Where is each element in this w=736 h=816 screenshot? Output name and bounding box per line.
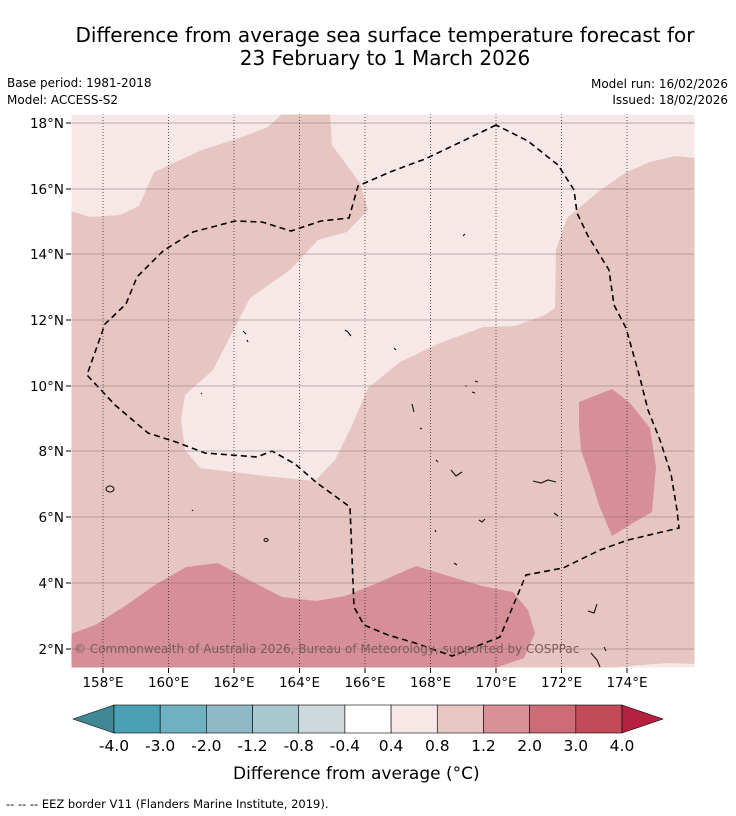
colorbar-tick-label: -4.0 (98, 737, 130, 755)
island (393, 347, 397, 351)
island (471, 391, 476, 394)
island (263, 537, 269, 543)
eez-border (86, 124, 680, 657)
eez-legend-footer: -- -- -- EEZ border V11 (Flanders Marine… (6, 797, 329, 811)
longitude-label: 174°E (606, 675, 647, 691)
longitude-label: 172°E (541, 675, 582, 691)
issued-text: Issued: 18/02/2026 (612, 93, 728, 107)
longitude-label: 164°E (279, 675, 320, 691)
longitude-axis: 158°E 160°E 162°E 164°E 166°E 168°E 170°E 172°E… (82, 668, 648, 691)
model-text: Model: ACCESS-S2 (7, 93, 119, 107)
island (411, 403, 415, 413)
island (191, 509, 194, 512)
anomaly-band-0.4-0.8-central (181, 114, 695, 481)
colorbar-segment (436, 704, 484, 734)
longitude-label: 160°E (148, 675, 189, 691)
island (532, 479, 557, 484)
island (587, 603, 598, 614)
longitude-label: 170°E (475, 675, 516, 691)
colorbar-tick-label: -0.4 (329, 737, 361, 755)
colorbar-segment (113, 704, 161, 734)
island (474, 380, 479, 383)
island (200, 392, 203, 395)
island (553, 512, 559, 517)
colorbar-title: Difference from average (°C) (233, 764, 480, 784)
latitude-label: 4°N (39, 576, 64, 592)
colorbar-extend-high (621, 704, 664, 734)
island (344, 329, 352, 337)
island (478, 518, 486, 523)
colorbar-segment (252, 704, 300, 734)
colorbar-extend-low (72, 704, 115, 734)
island (462, 233, 466, 237)
islands (105, 233, 607, 668)
island (434, 529, 437, 533)
colorbar-segment (529, 704, 577, 734)
colorbar-tick-label: 4.0 (609, 737, 635, 755)
latitude-label: 16°N (30, 182, 64, 198)
latitude-label: 18°N (30, 116, 64, 132)
colorbar-tick-label: -2.0 (191, 737, 222, 755)
colorbar-tick-label: -0.8 (283, 737, 314, 755)
island (105, 485, 115, 493)
latitude-label: 10°N (30, 379, 64, 395)
anomaly-band-1.2-2.0-south (71, 563, 535, 668)
map-fill-layers (71, 114, 695, 668)
colorbar-tick-label: -3.0 (145, 737, 176, 755)
island (242, 330, 247, 335)
latitude-label: 14°N (30, 247, 64, 263)
colorbar (72, 704, 664, 734)
colorbar-tick-label: 0.8 (424, 737, 450, 755)
longitude-label: 158°E (82, 675, 123, 691)
longitude-label: 162°E (213, 675, 254, 691)
island (590, 652, 601, 668)
latitude-label: 8°N (39, 444, 64, 460)
island (450, 469, 463, 477)
longitude-label: 166°E (344, 675, 385, 691)
colorbar-segment (206, 704, 253, 734)
longitude-label: 168°E (410, 675, 451, 691)
graticule (71, 114, 695, 668)
latitude-label: 6°N (39, 510, 64, 526)
latitude-label: 12°N (30, 313, 64, 329)
colorbar-segment (483, 704, 530, 734)
base-period-text: Base period: 1981-2018 (7, 76, 152, 90)
anomaly-band-1.2-2.0-east (579, 389, 656, 536)
colorbar-segment (344, 704, 392, 734)
island (246, 339, 249, 343)
colorbar-segment (575, 704, 623, 734)
model-run-text: Model run: 16/02/2026 (590, 77, 728, 91)
island (435, 459, 439, 463)
copyright-notice: © Commonwealth of Australia 2026, Bureau… (74, 642, 579, 656)
colorbar-segment (159, 704, 207, 734)
colorbar-tick-label: 3.0 (563, 737, 589, 755)
latitude-axis: 18°N 16°N 14°N 12°N 10°N 8°N 6°N 4°N 2°N (30, 116, 71, 658)
anomaly-band-0.4-0.8-southeast (610, 663, 695, 668)
colorbar-segment (298, 704, 346, 734)
colorbar-tick-label: -1.2 (237, 737, 268, 755)
anomaly-band-0.4-0.8-northwest (71, 114, 282, 217)
map-frame (70, 113, 696, 669)
latitude-label: 2°N (39, 642, 64, 658)
colorbar-tick-label: 0.4 (378, 737, 404, 755)
island (453, 562, 458, 566)
map-title-line1: Difference from average sea surface temp… (75, 23, 695, 47)
colorbar-segment (390, 704, 438, 734)
island (419, 427, 423, 430)
colorbar-tick-label: 1.2 (471, 737, 496, 755)
colorbar-tick-label: 2.0 (517, 737, 542, 755)
map-title-line2: 23 February to 1 March 2026 (239, 46, 531, 70)
